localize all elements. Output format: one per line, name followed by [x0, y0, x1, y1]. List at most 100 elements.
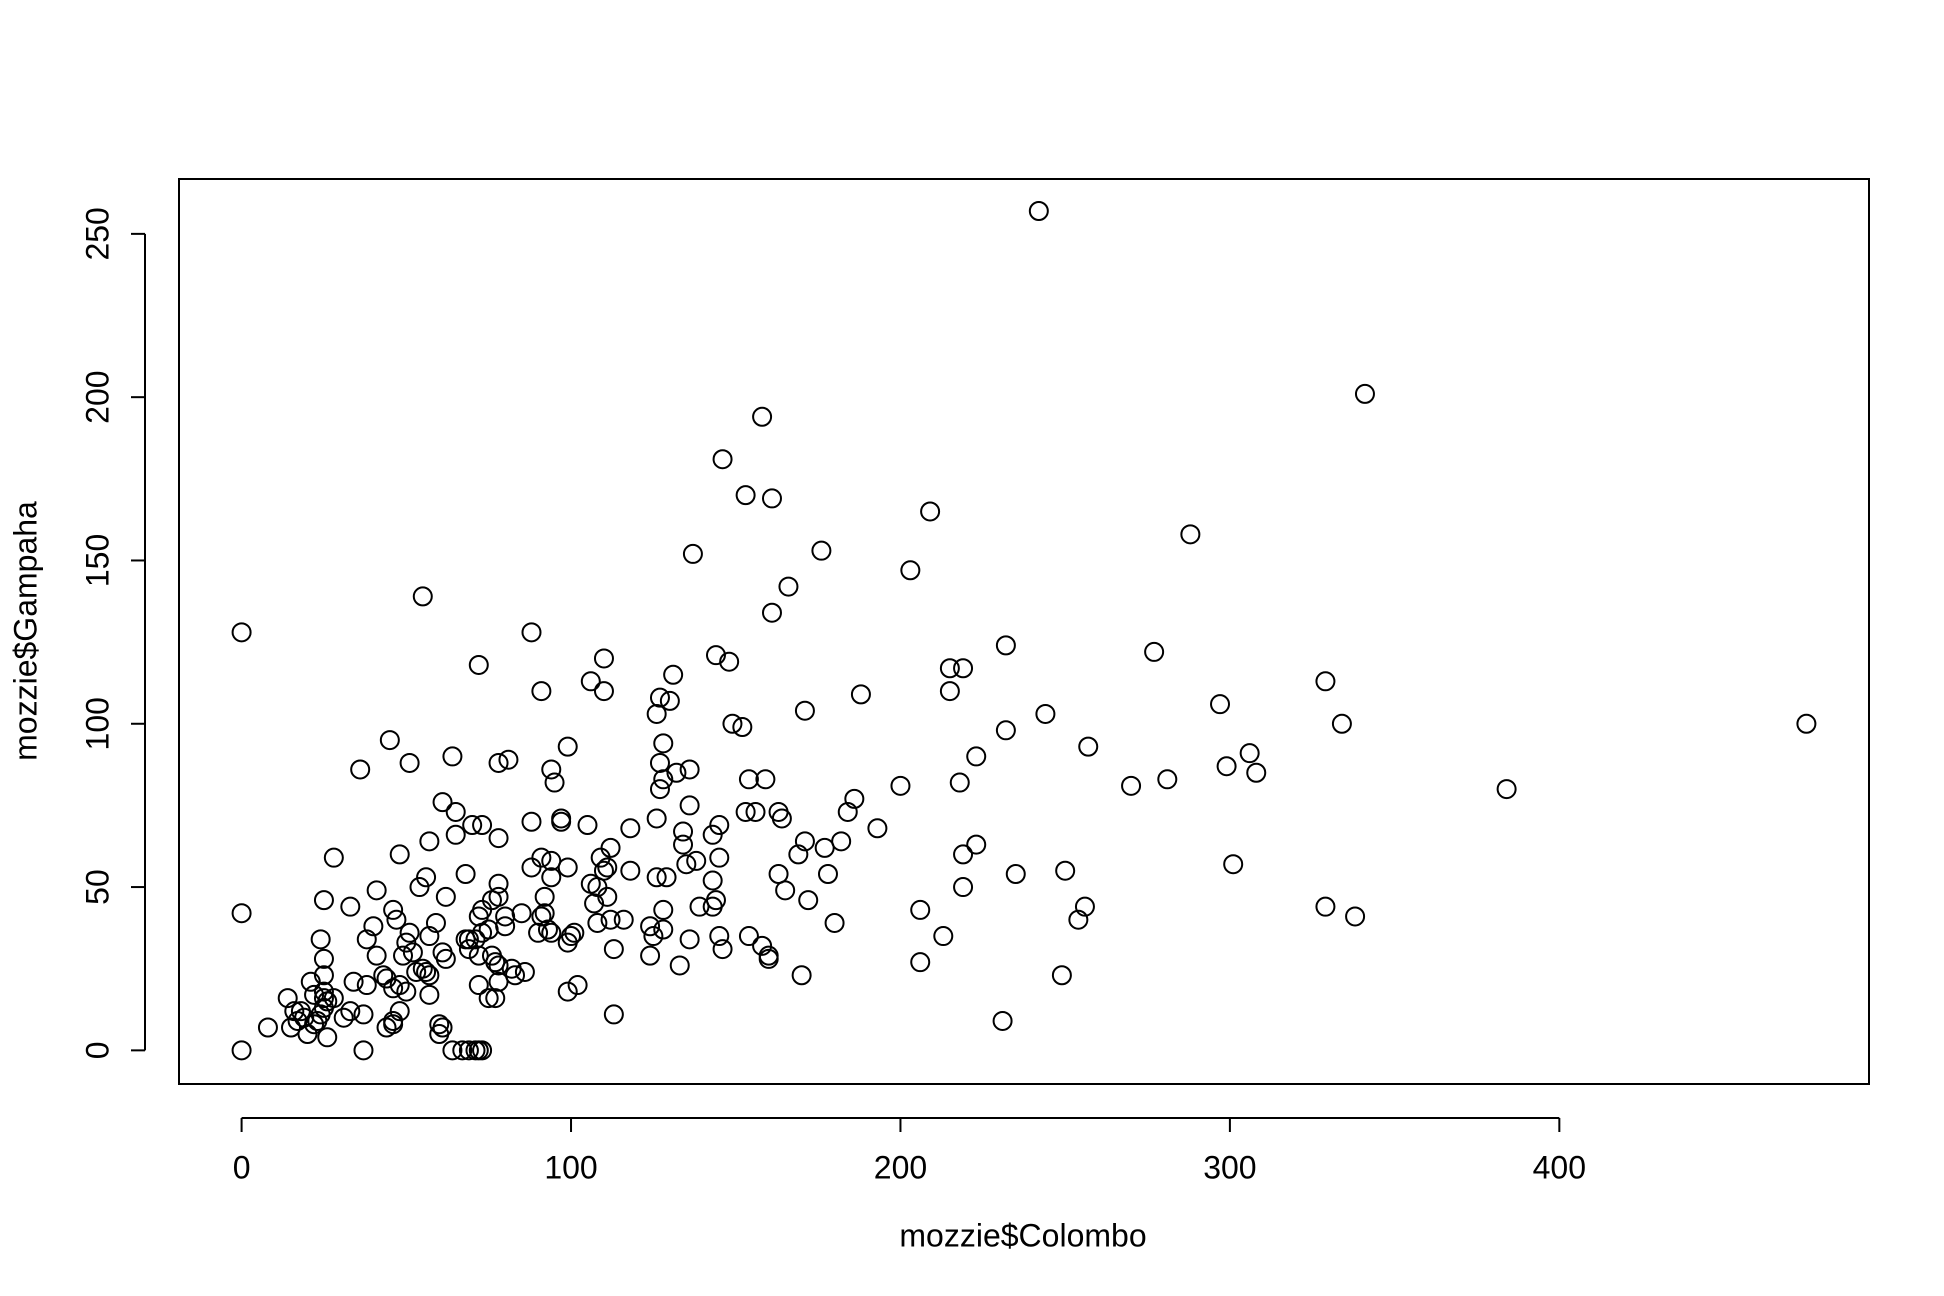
y-tick-label: 50 [79, 869, 115, 905]
point [432, 1017, 453, 1038]
point [584, 893, 605, 914]
point [429, 1014, 450, 1035]
point [356, 929, 377, 950]
point [313, 965, 334, 986]
point [613, 909, 634, 930]
point [577, 815, 598, 836]
point [353, 1040, 374, 1061]
point [478, 988, 499, 1009]
point [794, 700, 815, 721]
x-tick-label: 100 [544, 1149, 597, 1185]
point [593, 648, 614, 669]
point [389, 844, 410, 865]
point [593, 681, 614, 702]
point [277, 988, 298, 1009]
point [752, 406, 773, 427]
point [287, 1010, 308, 1031]
y-tick-label: 100 [79, 697, 115, 750]
y-tick-label: 200 [79, 370, 115, 423]
point [709, 926, 730, 947]
point [534, 886, 555, 907]
point [498, 749, 519, 770]
point [505, 965, 526, 986]
point [323, 847, 344, 868]
point [705, 645, 726, 666]
point [653, 733, 674, 754]
point [1051, 965, 1072, 986]
point [313, 981, 334, 1002]
point [850, 684, 871, 705]
point [366, 945, 387, 966]
point [495, 906, 516, 927]
point [939, 658, 960, 679]
point [1246, 762, 1267, 783]
point [1223, 854, 1244, 875]
point [488, 955, 509, 976]
point [939, 681, 960, 702]
point [465, 929, 486, 950]
point [557, 736, 578, 757]
point [514, 961, 535, 982]
point [383, 899, 404, 920]
point [640, 945, 661, 966]
point [541, 867, 562, 888]
point [521, 857, 542, 878]
point [580, 671, 601, 692]
point [640, 916, 661, 937]
point [531, 847, 552, 868]
point [995, 720, 1016, 741]
point [541, 759, 562, 780]
point [402, 942, 423, 963]
point [679, 929, 700, 950]
point [775, 880, 796, 901]
point [1005, 863, 1026, 884]
point [811, 540, 832, 561]
point [722, 713, 743, 734]
point [333, 1007, 354, 1028]
point [468, 654, 489, 675]
point [1496, 779, 1517, 800]
y-tick-label: 150 [79, 534, 115, 587]
point [310, 929, 331, 950]
point [768, 863, 789, 884]
point [304, 984, 325, 1005]
point [1216, 756, 1237, 777]
point [992, 1010, 1013, 1031]
point [653, 899, 674, 920]
point [1331, 713, 1352, 734]
point [534, 903, 555, 924]
point [709, 847, 730, 868]
point [1074, 896, 1095, 917]
point [396, 932, 417, 953]
point [521, 622, 542, 643]
point [432, 792, 453, 813]
point [399, 922, 420, 943]
point [649, 752, 670, 773]
point [920, 501, 941, 522]
point [771, 808, 792, 829]
point [416, 961, 437, 982]
point [653, 919, 674, 940]
point [735, 485, 756, 506]
point [472, 899, 493, 920]
point [738, 769, 759, 790]
x-tick-label: 200 [874, 1149, 927, 1185]
point [425, 912, 446, 933]
point [1144, 641, 1165, 662]
point [597, 857, 618, 878]
point [788, 844, 809, 865]
point [752, 935, 773, 956]
point [317, 1027, 338, 1048]
point [732, 717, 753, 738]
point [419, 926, 440, 947]
point [778, 576, 799, 597]
point [1121, 775, 1142, 796]
point [343, 971, 364, 992]
point [340, 1001, 361, 1022]
point [1796, 713, 1817, 734]
point [340, 896, 361, 917]
point [738, 926, 759, 947]
y-tick-label: 250 [79, 207, 115, 260]
point [1210, 694, 1231, 715]
point [867, 818, 888, 839]
